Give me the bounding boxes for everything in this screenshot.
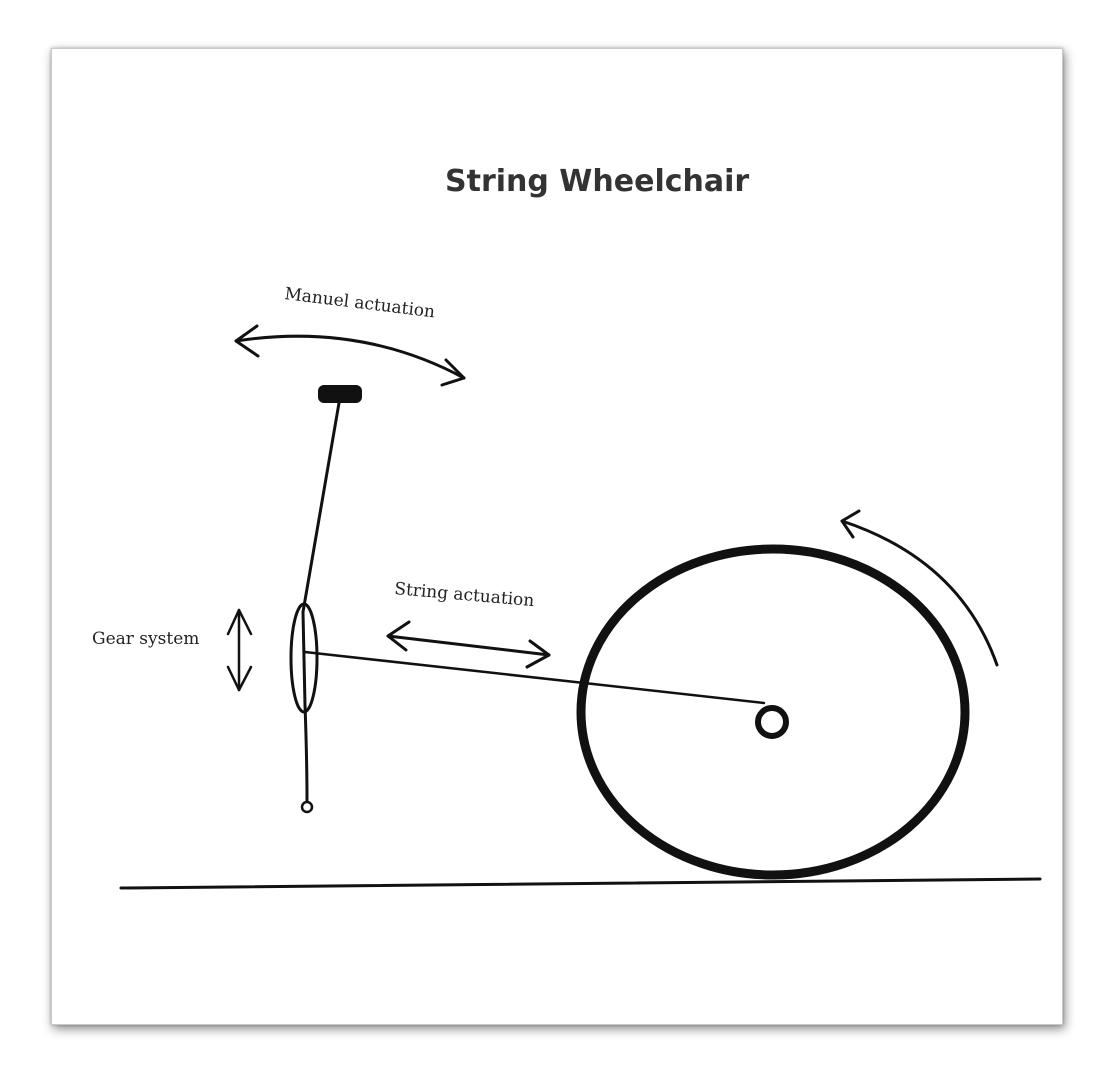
lever-rod-top <box>301 401 341 614</box>
diagram-title: String Wheelchair <box>445 164 749 199</box>
label-string-actuation: String actuation <box>394 579 536 611</box>
wheel <box>576 544 970 880</box>
ground-line <box>119 877 1042 890</box>
gear-system-arrow <box>226 608 253 692</box>
wheel-rotation-arrow <box>840 509 999 667</box>
wheel-hub <box>755 705 789 739</box>
diagram-frame <box>51 48 1063 1025</box>
manual-actuation-arrow <box>234 324 466 387</box>
handle-knob <box>318 385 362 403</box>
bottom-pivot <box>300 800 314 814</box>
lever-rod-bottom <box>303 703 309 804</box>
label-gear-system: Gear system <box>92 629 199 649</box>
string-actuation-arrow <box>386 620 551 669</box>
lever-rod-inner <box>301 610 307 707</box>
label-manual-actuation: Manuel actuation <box>283 284 436 322</box>
actuation-string <box>303 650 766 705</box>
